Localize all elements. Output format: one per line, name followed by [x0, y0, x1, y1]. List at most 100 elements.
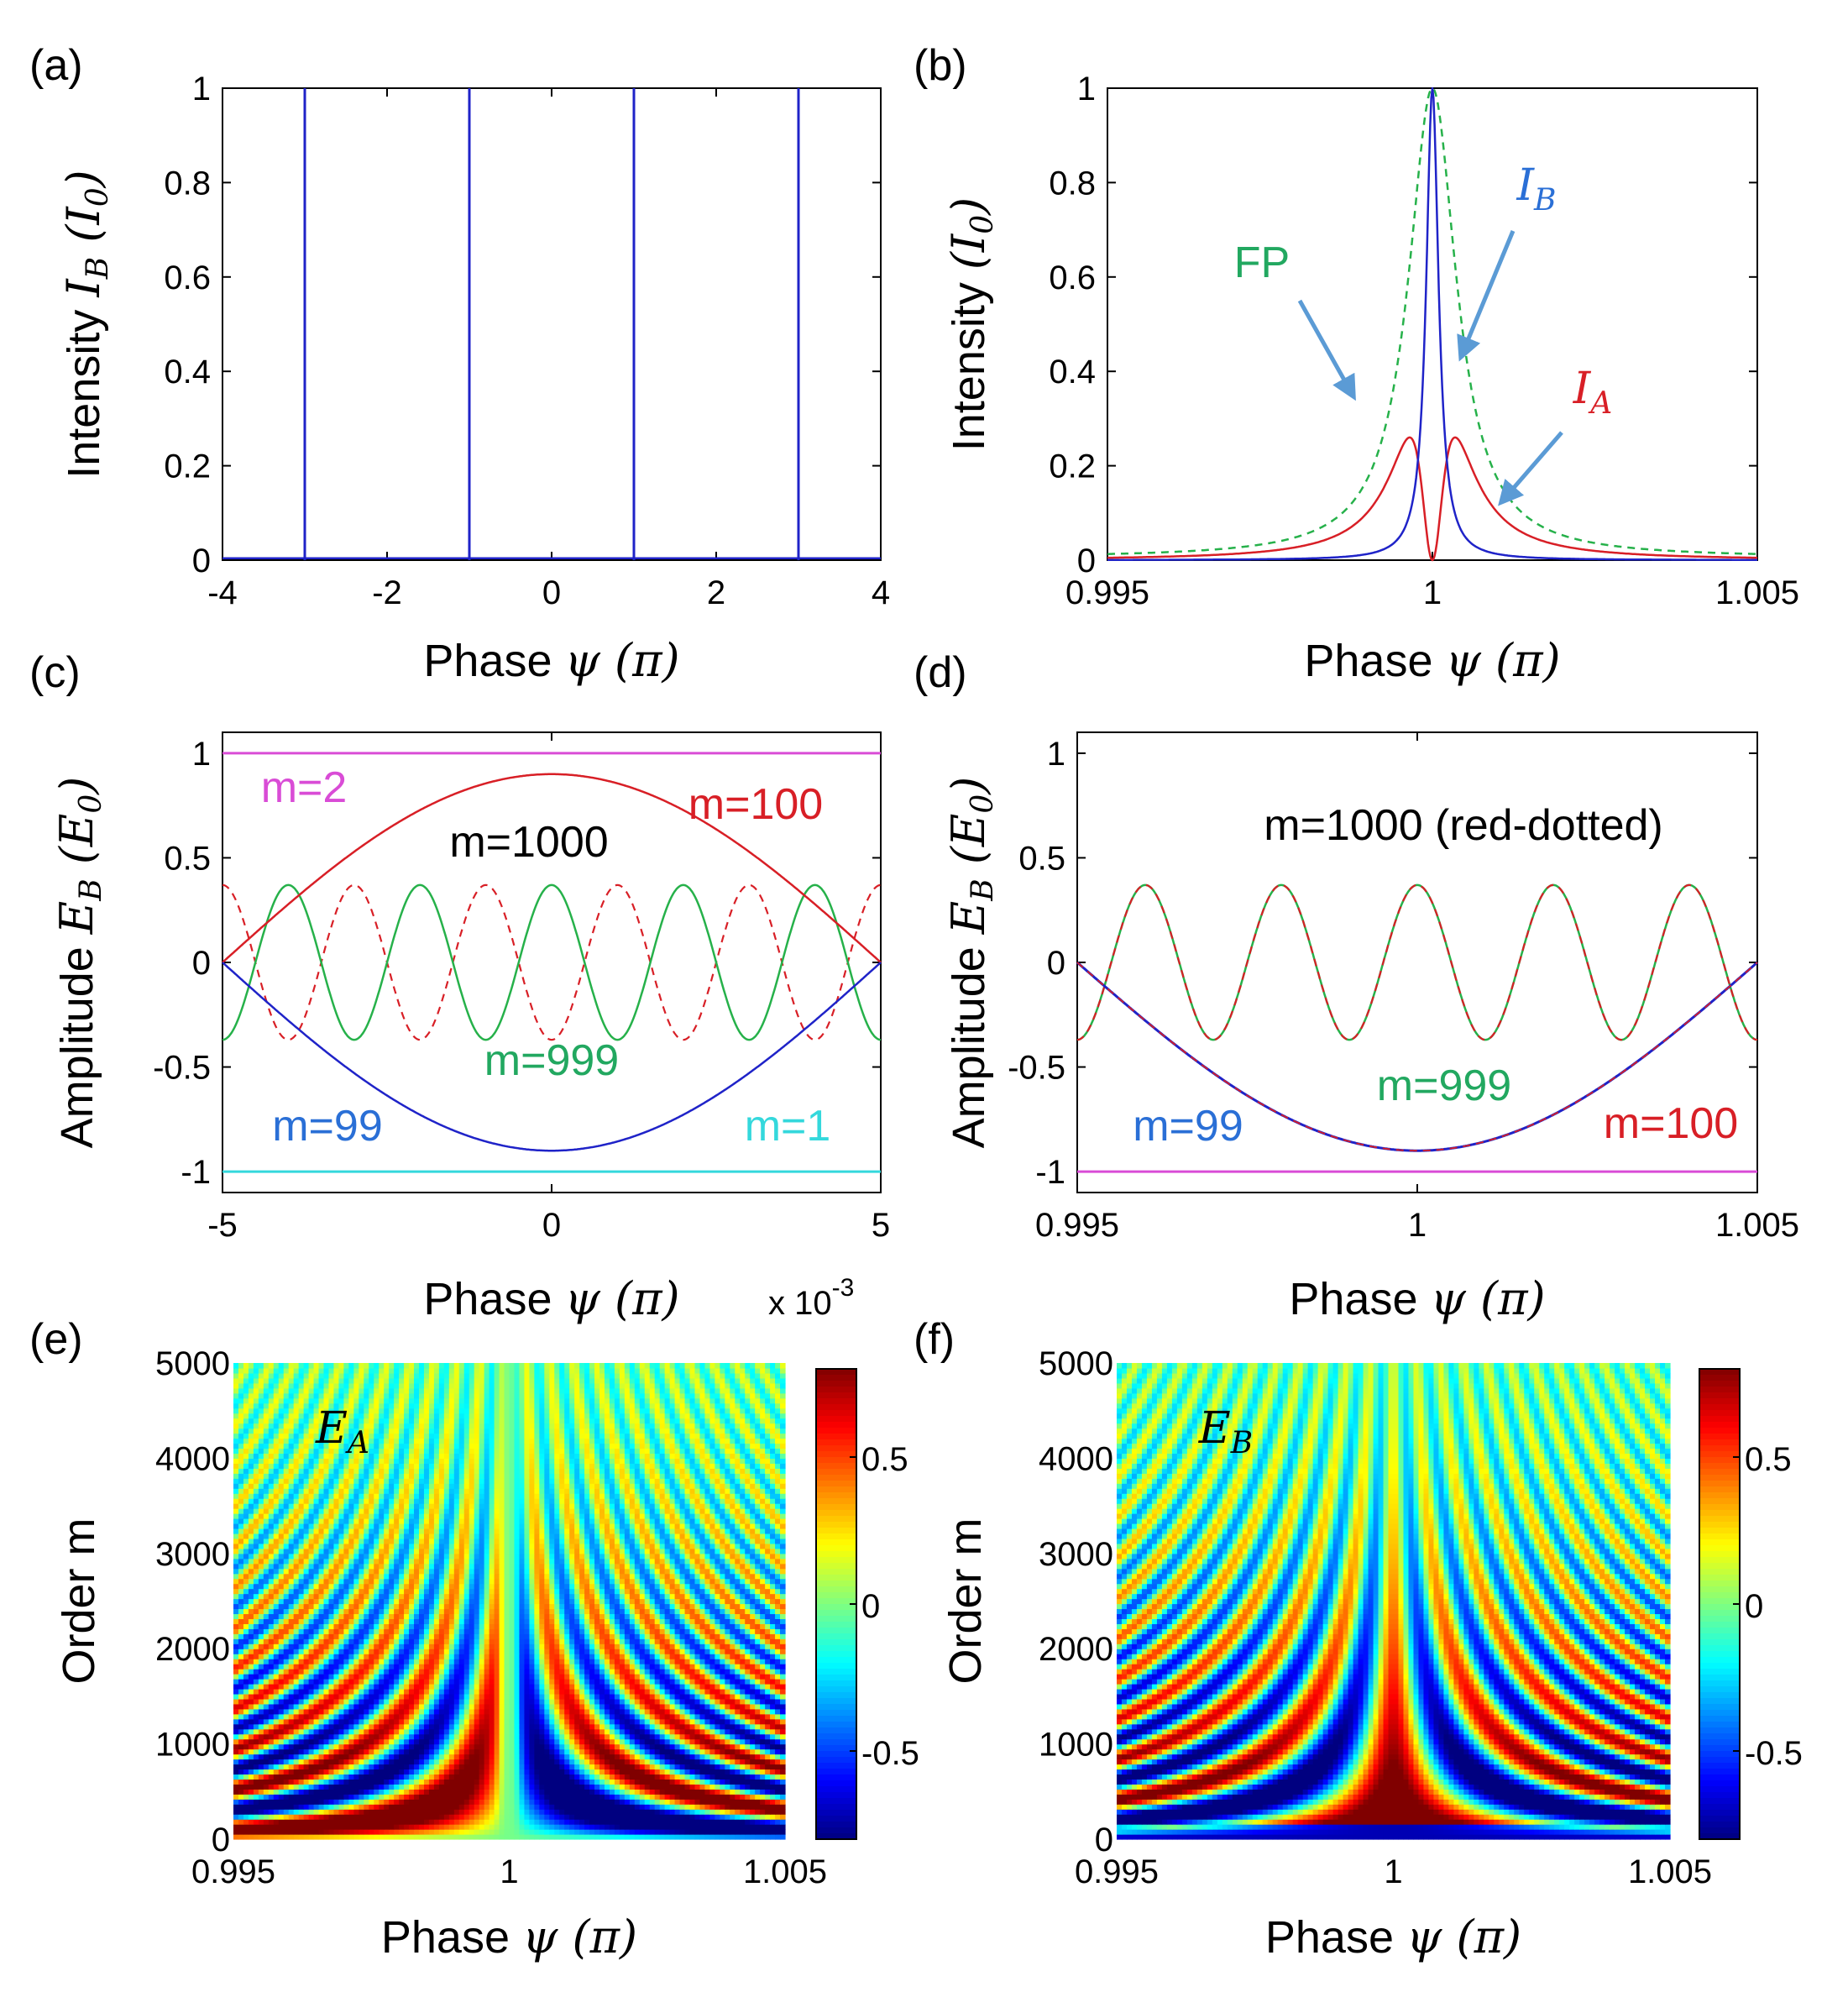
ib-curve [1107, 88, 1757, 560]
colorbar-tick-label: -0.5 [1745, 1735, 1803, 1772]
y-tick-label: 2000 [1039, 1631, 1113, 1668]
ia-curve [1107, 438, 1757, 560]
x-axis-label: Phase ψ (π) [1265, 1911, 1521, 1963]
colorbar-tick-label: 0 [861, 1588, 880, 1625]
x-tick-label: 1 [1384, 1853, 1402, 1890]
colorbar-tick-label: 0.5 [1745, 1441, 1792, 1478]
plot-frame-a [222, 88, 881, 560]
panel-label: (e) [29, 1315, 83, 1364]
m1000-label: m=1000 (red-dotted) [1264, 801, 1663, 850]
x-tick-label: 1 [1423, 574, 1442, 611]
y-axis-label: Order m [54, 1518, 104, 1684]
x-multiplier: x 10-3 [768, 1274, 854, 1322]
m999-label: m=999 [484, 1036, 619, 1085]
y-axis-label: Intensity (I0) [942, 197, 1000, 452]
y-tick-label: 0 [1047, 945, 1065, 982]
x-tick-label: 2 [707, 574, 725, 611]
panel-label: (d) [914, 648, 967, 697]
y-tick-label: 5000 [1039, 1345, 1113, 1382]
x-tick-label: 1.005 [1628, 1853, 1712, 1890]
m100-label: m=100 [688, 780, 823, 829]
ib-arrow [1461, 231, 1513, 357]
y-tick-label: 0.2 [1049, 448, 1096, 485]
plot-frame-b [1107, 88, 1757, 560]
x-tick-label: 1.005 [1715, 574, 1799, 611]
y-tick-label: 0.5 [1018, 840, 1065, 877]
y-tick-label: 5000 [155, 1345, 230, 1382]
y-tick-label: 0.4 [1049, 354, 1096, 391]
y-tick-label: 0.6 [1049, 259, 1096, 296]
m999-curve [222, 885, 881, 1040]
y-tick-label: -1 [1035, 1154, 1065, 1191]
y-tick-label: 0 [1077, 543, 1096, 579]
panel-label: (a) [29, 41, 83, 90]
y-axis-label: Intensity IB (I0) [57, 170, 115, 478]
y-tick-label: 0 [1095, 1822, 1113, 1858]
x-tick-label: 0 [542, 574, 561, 611]
ia-arrow [1501, 432, 1562, 502]
x-tick-label: -5 [207, 1207, 238, 1244]
m99-label: m=99 [272, 1102, 383, 1151]
m2-label: m=2 [261, 763, 348, 812]
fp-annotation: FP [1234, 239, 1290, 287]
ia-annotation: IA [1573, 364, 1613, 421]
x-tick-label: 4 [872, 574, 890, 611]
y-tick-label: 0.6 [164, 259, 211, 296]
y-tick-label: -0.5 [153, 1050, 211, 1087]
y-tick-label: 0 [192, 543, 211, 579]
panel-label: (b) [914, 41, 967, 90]
y-tick-label: 0 [192, 945, 211, 982]
y-axis-label: Order m [940, 1518, 991, 1684]
x-tick-label: 1 [1408, 1207, 1427, 1244]
y-tick-label: 4000 [1039, 1440, 1113, 1477]
x-tick-label: 5 [872, 1207, 890, 1244]
y-tick-label: 1 [1047, 736, 1065, 773]
x-tick-label: 0.995 [1065, 574, 1149, 611]
x-tick-label: 1.005 [1715, 1207, 1799, 1244]
x-axis-label: Phase ψ (π) [423, 634, 679, 687]
x-axis-label: Phase ψ (π) [423, 1272, 679, 1325]
x-axis-label: Phase ψ (π) [381, 1911, 637, 1963]
x-tick-label: 1 [500, 1853, 518, 1890]
ib-annotation: IB [1516, 160, 1556, 218]
fp-curve [1107, 88, 1757, 554]
y-tick-label: 1 [192, 736, 211, 773]
x-tick-label: 0.995 [1075, 1853, 1159, 1890]
x-axis-label: Phase ψ (π) [1304, 634, 1560, 687]
y-axis-label: Amplitude EB (E0) [50, 777, 108, 1149]
x-tick-label: -4 [207, 574, 238, 611]
m1-label: m=1 [745, 1102, 831, 1151]
x-tick-label: -2 [372, 574, 402, 611]
y-tick-label: -1 [181, 1154, 211, 1191]
y-tick-label: 1000 [1039, 1727, 1113, 1764]
y-tick-label: 0.8 [1049, 165, 1096, 202]
m1000-label: m=1000 [449, 818, 608, 867]
y-axis-label: Amplitude EB (E0) [942, 777, 1000, 1149]
y-tick-label: 0.5 [164, 840, 211, 877]
x-tick-label: 0.995 [191, 1853, 275, 1890]
x-axis-label: Phase ψ (π) [1289, 1272, 1545, 1325]
colorbar-tick-label: 0 [1745, 1588, 1763, 1625]
x-tick-label: 1.005 [743, 1853, 827, 1890]
m99-label: m=99 [1133, 1102, 1243, 1151]
y-tick-label: 0.2 [164, 448, 211, 485]
panel-label: (c) [29, 648, 81, 697]
y-tick-label: 4000 [155, 1440, 230, 1477]
y-tick-label: 1 [192, 71, 211, 107]
y-tick-label: 3000 [1039, 1536, 1113, 1573]
x-tick-label: 0 [542, 1207, 561, 1244]
panel-label: (f) [914, 1315, 955, 1364]
m100-label: m=100 [1604, 1099, 1738, 1148]
y-tick-label: 0 [212, 1822, 230, 1858]
y-tick-label: 3000 [155, 1536, 230, 1573]
colorbar-tick-label: 0.5 [861, 1441, 908, 1478]
y-tick-label: 0.8 [164, 165, 211, 202]
y-tick-label: -0.5 [1008, 1050, 1065, 1087]
y-tick-label: 2000 [155, 1631, 230, 1668]
fp-arrow [1300, 301, 1353, 396]
x-tick-label: 0.995 [1035, 1207, 1119, 1244]
y-tick-label: 1 [1077, 71, 1096, 107]
y-tick-label: 0.4 [164, 354, 211, 391]
y-tick-label: 1000 [155, 1727, 230, 1764]
